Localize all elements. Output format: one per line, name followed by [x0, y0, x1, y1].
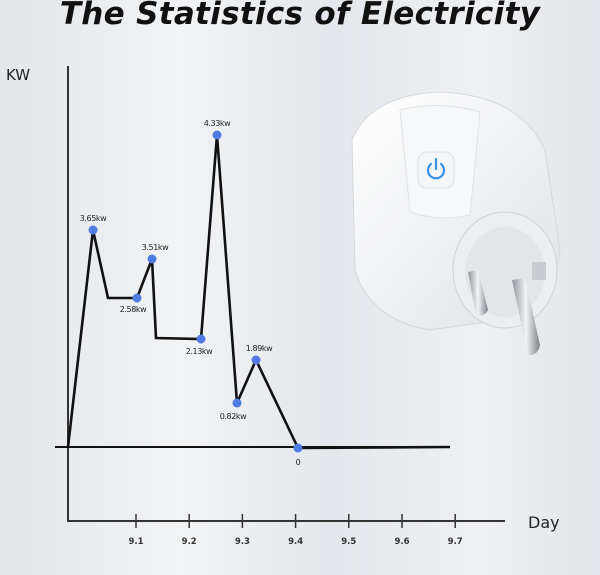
x-axis-label: Day [528, 513, 560, 532]
data-label: 0 [296, 458, 301, 467]
x-tick-label: 9.4 [288, 537, 303, 547]
data-label: 2.58kw [120, 305, 147, 314]
data-label: 1.89kw [246, 344, 273, 353]
data-label: 3.65kw [80, 214, 107, 223]
data-point [132, 293, 142, 303]
x-tick-label: 9.6 [394, 537, 409, 547]
data-point [232, 398, 242, 408]
data-point [88, 225, 98, 235]
data-point [293, 443, 303, 453]
power-icon [426, 157, 446, 180]
x-tick-label: 9.7 [448, 537, 463, 547]
data-point [212, 130, 222, 140]
series-line [66, 134, 451, 450]
data-label: 0.82kw [220, 412, 247, 421]
data-point [147, 254, 157, 264]
data-label: 2.13kw [186, 347, 213, 356]
data-label: 3.51kw [142, 243, 169, 252]
x-tick-label: 9.5 [341, 537, 356, 547]
x-tick-label: 9.2 [182, 537, 197, 547]
data-point [196, 334, 206, 344]
x-tick-label: 9.1 [128, 537, 143, 547]
chart-title: The Statistics of Electricity [59, 0, 541, 32]
x-tick-label: 9.3 [235, 537, 250, 547]
data-point [251, 355, 261, 365]
y-axis-label: KW [6, 66, 30, 84]
data-label: 4.33kw [204, 119, 231, 128]
smart-plug-image [351, 91, 561, 356]
